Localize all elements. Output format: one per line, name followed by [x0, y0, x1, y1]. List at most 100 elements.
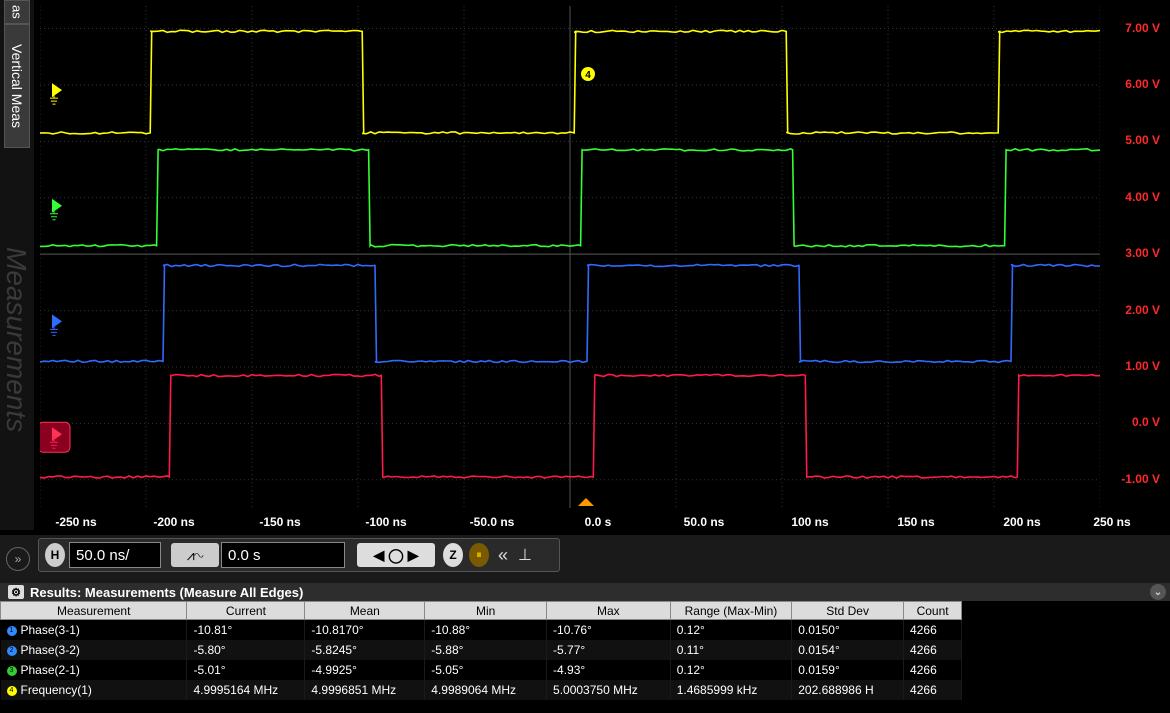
measurement-cell: 4 Frequency(1)	[1, 680, 187, 700]
value-cell: 4.9996851 MHz	[305, 680, 425, 700]
navigation-icon[interactable]: ◀ ◯ ▶	[357, 543, 435, 567]
collapse-icon[interactable]: ⌄	[1150, 584, 1166, 600]
trigger-position-icon[interactable]	[578, 498, 594, 506]
value-cell: 5.0003750 MHz	[547, 680, 671, 700]
left-sidebar: as Vertical Meas Measurements	[0, 0, 34, 530]
results-title: Results: Measurements (Measure All Edges…	[30, 585, 303, 600]
results-panel: ⚙ Results: Measurements (Measure All Edg…	[0, 583, 1170, 713]
value-cell: -5.77°	[547, 640, 671, 660]
value-cell: 0.11°	[670, 640, 792, 660]
table-row[interactable]: 4 Frequency(1) 4.9995164 MHz 4.9996851 MHz 4…	[1, 680, 1170, 700]
tab-measurements[interactable]: Measurements	[4, 160, 28, 520]
table-header-row: Measurement Current Mean Min Max Range (Max-M…	[1, 602, 1170, 620]
voltage-label: 6.00 V	[1125, 77, 1160, 91]
voltage-scale: 7.00 V 6.00 V 5.00 V 4.00 V 3.00 V 2.00 V 1.00…	[1100, 0, 1170, 520]
value-cell: -5.8245°	[305, 640, 425, 660]
table-row[interactable]: 2 Phase(3-2) -5.80° -5.8245° -5.88° -5.77° 0.1…	[1, 640, 1170, 660]
value-cell: 0.12°	[670, 620, 792, 641]
ch3-marker-icon[interactable]	[50, 314, 62, 335]
column-header[interactable]: Std Dev	[792, 602, 904, 620]
measurement-cell: 1 Phase(3-1)	[1, 620, 187, 641]
time-label: 0.0 s	[585, 515, 612, 529]
ch2-marker-icon[interactable]	[50, 199, 62, 220]
timebase-field[interactable]: 50.0 ns/	[69, 542, 161, 568]
gear-icon[interactable]: ⚙	[8, 585, 24, 599]
measurement-badge-icon: 2	[7, 646, 17, 656]
measurement-cell: 3 Phase(2-1)	[1, 660, 187, 680]
expand-left-icon[interactable]: »	[6, 547, 30, 571]
rewind-icon[interactable]: «	[495, 543, 511, 567]
waveform-svg: 4	[40, 6, 1100, 508]
waveform-display[interactable]: 4	[40, 6, 1100, 508]
time-label: 150 ns	[897, 515, 934, 529]
results-table: Measurement Current Mean Min Max Range (Max-M…	[0, 601, 1170, 700]
time-label: -100 ns	[365, 515, 406, 529]
run-icon[interactable]: ⏸	[469, 543, 489, 567]
svg-text:4: 4	[585, 70, 591, 81]
value-cell: 1.4685999 kHz	[670, 680, 792, 700]
horizontal-controls: H 50.0 ns/ ⩘∿ 0.0 s ◀ ◯ ▶ Z ⏸ « ⊥	[38, 538, 560, 572]
measurement-name: Phase(3-2)	[21, 643, 80, 657]
voltage-label: 0.0 V	[1132, 415, 1160, 429]
measurement-name: Phase(2-1)	[21, 663, 80, 677]
pin-icon[interactable]: ⊥	[517, 543, 533, 567]
results-header: ⚙ Results: Measurements (Measure All Edg…	[0, 583, 1170, 601]
horizontal-badge[interactable]: H	[45, 543, 65, 567]
value-cell: -5.05°	[425, 660, 547, 680]
value-cell: 4266	[904, 620, 962, 641]
measurement-cell: 2 Phase(3-2)	[1, 640, 187, 660]
time-label: 100 ns	[791, 515, 828, 529]
column-header[interactable]: Range (Max-Min)	[670, 602, 792, 620]
voltage-label: 2.00 V	[1125, 303, 1160, 317]
value-cell: 4266	[904, 640, 962, 660]
horizontal-control-bar: » H 50.0 ns/ ⩘∿ 0.0 s ◀ ◯ ▶ Z ⏸ « ⊥	[0, 535, 1170, 583]
time-label: -200 ns	[153, 515, 194, 529]
measurement-badge-icon: 4	[7, 686, 17, 696]
value-cell: 4.9995164 MHz	[187, 680, 305, 700]
ch4-marker-icon[interactable]	[40, 422, 70, 452]
column-header[interactable]: Max	[547, 602, 671, 620]
column-header[interactable]: Mean	[305, 602, 425, 620]
position-field[interactable]: 0.0 s	[221, 542, 345, 568]
zoom-badge[interactable]: Z	[443, 543, 463, 567]
value-cell: -10.81°	[187, 620, 305, 641]
measurement-badge-icon: 3	[7, 666, 17, 676]
time-axis: -250 ns -200 ns -150 ns -100 ns -50.0 ns 0.0 …	[40, 512, 1170, 534]
column-header[interactable]: Min	[425, 602, 547, 620]
voltage-label: 7.00 V	[1125, 21, 1160, 35]
time-label: 200 ns	[1003, 515, 1040, 529]
waveform-mode-icon[interactable]: ⩘∿	[171, 543, 219, 567]
measurement-badge-icon: 1	[7, 626, 17, 636]
time-label: 50.0 ns	[684, 515, 725, 529]
table-row[interactable]: 3 Phase(2-1) -5.01° -4.9925° -5.05° -4.93° 0.1…	[1, 660, 1170, 680]
value-cell: 0.12°	[670, 660, 792, 680]
value-cell: 4266	[904, 660, 962, 680]
tab-meas[interactable]: as	[4, 0, 30, 24]
value-cell: 0.0159°	[792, 660, 904, 680]
tab-vertical-meas[interactable]: Vertical Meas	[4, 24, 30, 148]
voltage-label: 1.00 V	[1125, 359, 1160, 373]
column-header[interactable]: Count	[904, 602, 962, 620]
voltage-label: 5.00 V	[1125, 133, 1160, 147]
trigger-marker-icon[interactable]: 4	[581, 67, 595, 81]
measurement-name: Phase(3-1)	[21, 623, 80, 637]
measurement-name: Frequency(1)	[21, 683, 92, 697]
value-cell: 4.9989064 MHz	[425, 680, 547, 700]
value-cell: 0.0154°	[792, 640, 904, 660]
value-cell: 0.0150°	[792, 620, 904, 641]
column-header[interactable]: Current	[187, 602, 305, 620]
time-label: -50.0 ns	[470, 515, 515, 529]
column-header[interactable]: Measurement	[1, 602, 187, 620]
value-cell: -4.93°	[547, 660, 671, 680]
value-cell: -5.80°	[187, 640, 305, 660]
voltage-label: -1.00 V	[1121, 472, 1160, 486]
table-row[interactable]: 1 Phase(3-1) -10.81° -10.8170° -10.88° -10.76…	[1, 620, 1170, 641]
value-cell: -4.9925°	[305, 660, 425, 680]
ch1-marker-icon[interactable]	[50, 83, 62, 104]
value-cell: -5.88°	[425, 640, 547, 660]
time-label: -150 ns	[259, 515, 300, 529]
value-cell: -10.8170°	[305, 620, 425, 641]
time-label: -250 ns	[55, 515, 96, 529]
time-label: 250 ns	[1093, 515, 1130, 529]
value-cell: -10.88°	[425, 620, 547, 641]
